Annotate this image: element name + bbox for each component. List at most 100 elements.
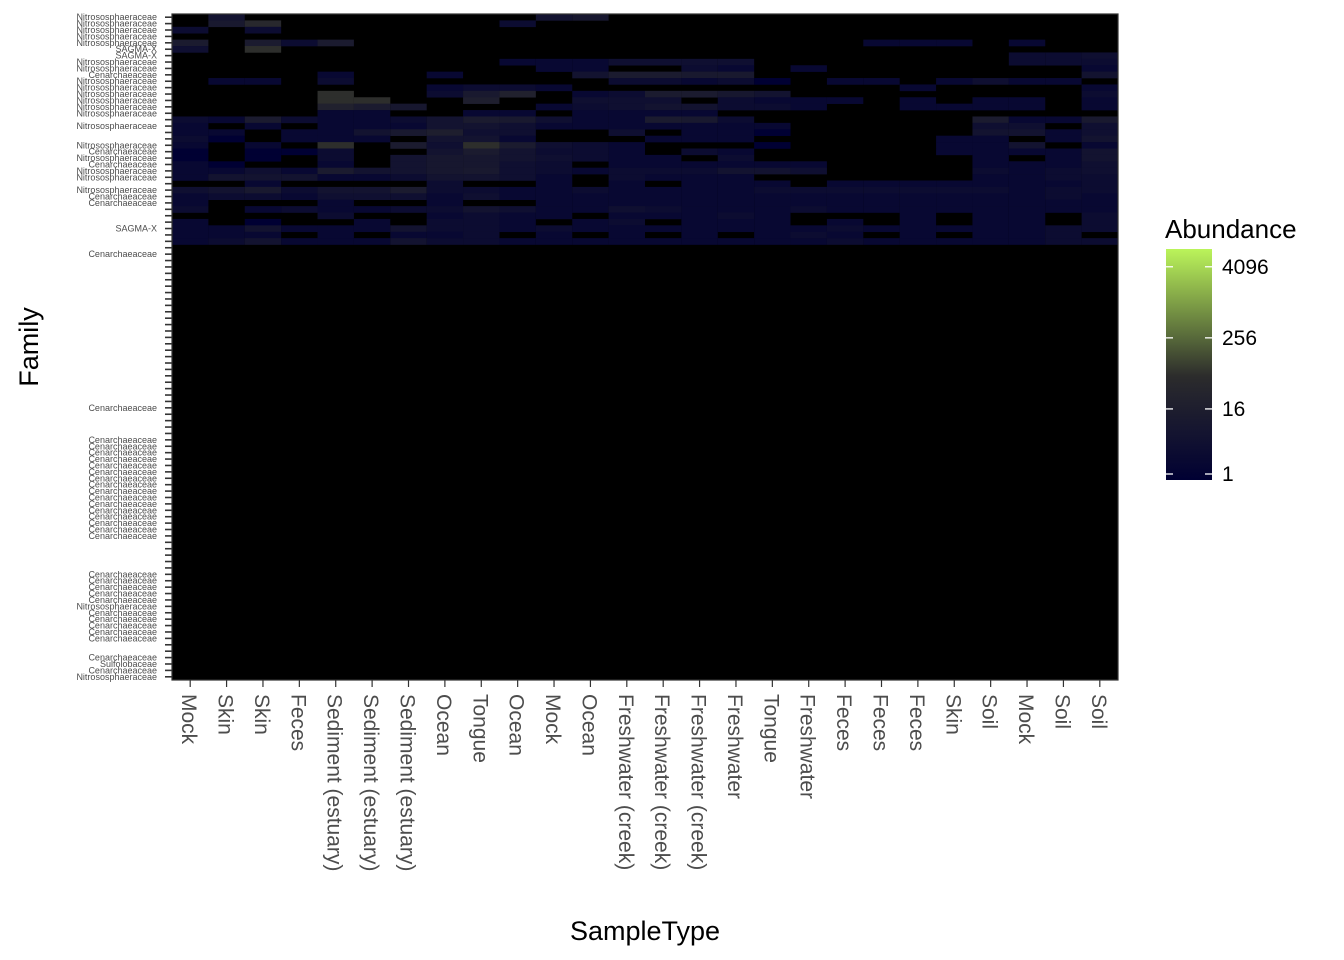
heatmap-cell	[899, 193, 937, 201]
heatmap-cell	[754, 97, 791, 104]
heatmap-cell	[717, 116, 755, 124]
y-tick-label: Cenarchaeaceae	[88, 70, 157, 80]
heatmap-cell	[717, 90, 755, 98]
heatmap-cell	[535, 65, 573, 72]
x-tick-label: Mock	[177, 694, 200, 745]
heatmap-cell	[754, 180, 791, 188]
heatmap-cell	[717, 218, 755, 226]
heatmap-cell	[244, 218, 282, 226]
heatmap-cell	[172, 142, 209, 149]
y-tick-label: Cenarchaeaceae	[88, 608, 157, 618]
y-tick-label: Nitrososphaeraceae	[76, 63, 157, 73]
heatmap-cell	[390, 167, 427, 175]
y-tick-label: Cenarchaeaceae	[88, 480, 157, 490]
heatmap-cell	[463, 206, 500, 213]
y-tick-label: Cenarchaeaceae	[88, 633, 157, 643]
x-tick-label: Skin	[250, 694, 273, 735]
y-tick-label: Nitrososphaeraceae	[76, 38, 157, 48]
heatmap-cell	[426, 142, 464, 149]
heatmap-cell	[1008, 122, 1046, 130]
plot-border	[171, 13, 1119, 681]
heatmap-cell	[353, 129, 391, 136]
heatmap-cell	[1081, 129, 1118, 136]
x-tick-label: Mock	[1014, 694, 1037, 745]
heatmap-cell	[244, 231, 282, 239]
heatmap-cell	[172, 167, 209, 175]
heatmap-cell	[535, 193, 573, 201]
heatmap-cell	[645, 110, 682, 117]
heatmap-cell	[426, 84, 464, 92]
x-tick-label: Mock	[541, 694, 564, 745]
y-tick-label: Cenarchaeaceae	[88, 159, 157, 169]
heatmap-cell	[754, 90, 791, 98]
heatmap-cell	[1008, 193, 1046, 201]
heatmap-cell	[281, 135, 318, 143]
heatmap-cell	[172, 225, 209, 233]
heatmap-cell	[899, 231, 937, 239]
heatmap-cell	[826, 199, 864, 207]
y-tick-label: Cenarchaeaceae	[88, 512, 157, 522]
heatmap-cell	[572, 122, 609, 130]
heatmap-cell	[1081, 154, 1118, 162]
heatmap-cell	[1081, 65, 1118, 72]
heatmap-cell	[681, 103, 718, 111]
heatmap-cell	[463, 116, 500, 124]
y-tick-label: Cenarchaeaceae	[88, 192, 157, 202]
heatmap-cell	[1081, 186, 1118, 194]
heatmap-cell	[645, 154, 682, 162]
heatmap-cell	[499, 167, 536, 175]
heatmap-cell	[172, 148, 209, 156]
heatmap-cell	[972, 218, 1009, 226]
heatmap-cell	[972, 116, 1009, 124]
heatmap-cell	[645, 90, 682, 98]
heatmap-cell	[572, 71, 609, 79]
heatmap-cell	[754, 231, 791, 239]
heatmap-cell	[535, 161, 573, 168]
heatmap-cell	[754, 161, 791, 168]
x-tick-label: Feces	[905, 694, 928, 751]
heatmap-cell	[390, 154, 427, 162]
heatmap-cell	[717, 186, 755, 194]
heatmap-cell	[353, 167, 391, 175]
x-tick-label: Feces	[286, 694, 309, 751]
heatmap-cell	[463, 135, 500, 143]
heatmap-cell	[1045, 238, 1082, 245]
heatmap-cell	[426, 218, 464, 226]
heatmap-cell	[499, 135, 536, 143]
heatmap-cell	[863, 206, 900, 213]
y-tick-label: Nitrososphaeraceae	[76, 19, 157, 29]
heatmap-cell	[426, 135, 464, 143]
heatmap-cell	[499, 122, 536, 130]
heatmap-cell	[681, 90, 718, 98]
heatmap-cell	[499, 148, 536, 156]
heatmap-cell	[463, 167, 500, 175]
y-tick-label: Cenarchaeaceae	[88, 653, 157, 663]
heatmap-cell	[608, 129, 645, 136]
heatmap-cell	[317, 206, 354, 213]
heatmap-cell	[936, 193, 973, 201]
y-tick-label: Cenarchaeaceae	[88, 569, 157, 579]
heatmap-cell	[754, 218, 791, 226]
heatmap-cell	[244, 39, 282, 47]
heatmap-cell	[572, 90, 609, 98]
heatmap-cell	[244, 174, 282, 181]
y-tick-label: Cenarchaeaceae	[88, 505, 157, 515]
y-tick-label: Cenarchaeaceae	[88, 576, 157, 586]
heatmap-cell	[535, 142, 573, 149]
heatmap-cell	[172, 116, 209, 124]
heatmap-cell	[208, 20, 245, 28]
heatmap-cell	[1045, 148, 1082, 156]
heatmap-cell	[608, 154, 645, 162]
heatmap-cell	[317, 154, 354, 162]
heatmap-cell	[572, 14, 609, 21]
heatmap-cell	[1045, 116, 1082, 124]
heatmap-cell	[317, 238, 354, 245]
heatmap-cell	[754, 78, 791, 85]
heatmap-cell	[1045, 206, 1082, 213]
heatmap-cell	[717, 129, 755, 136]
heatmap-cell	[645, 78, 682, 85]
legend-title: Abundance	[1165, 214, 1297, 244]
y-tick-label: Sulfolobaceae	[100, 659, 157, 669]
heatmap-cell	[535, 225, 573, 233]
heatmap-cell	[790, 225, 827, 233]
